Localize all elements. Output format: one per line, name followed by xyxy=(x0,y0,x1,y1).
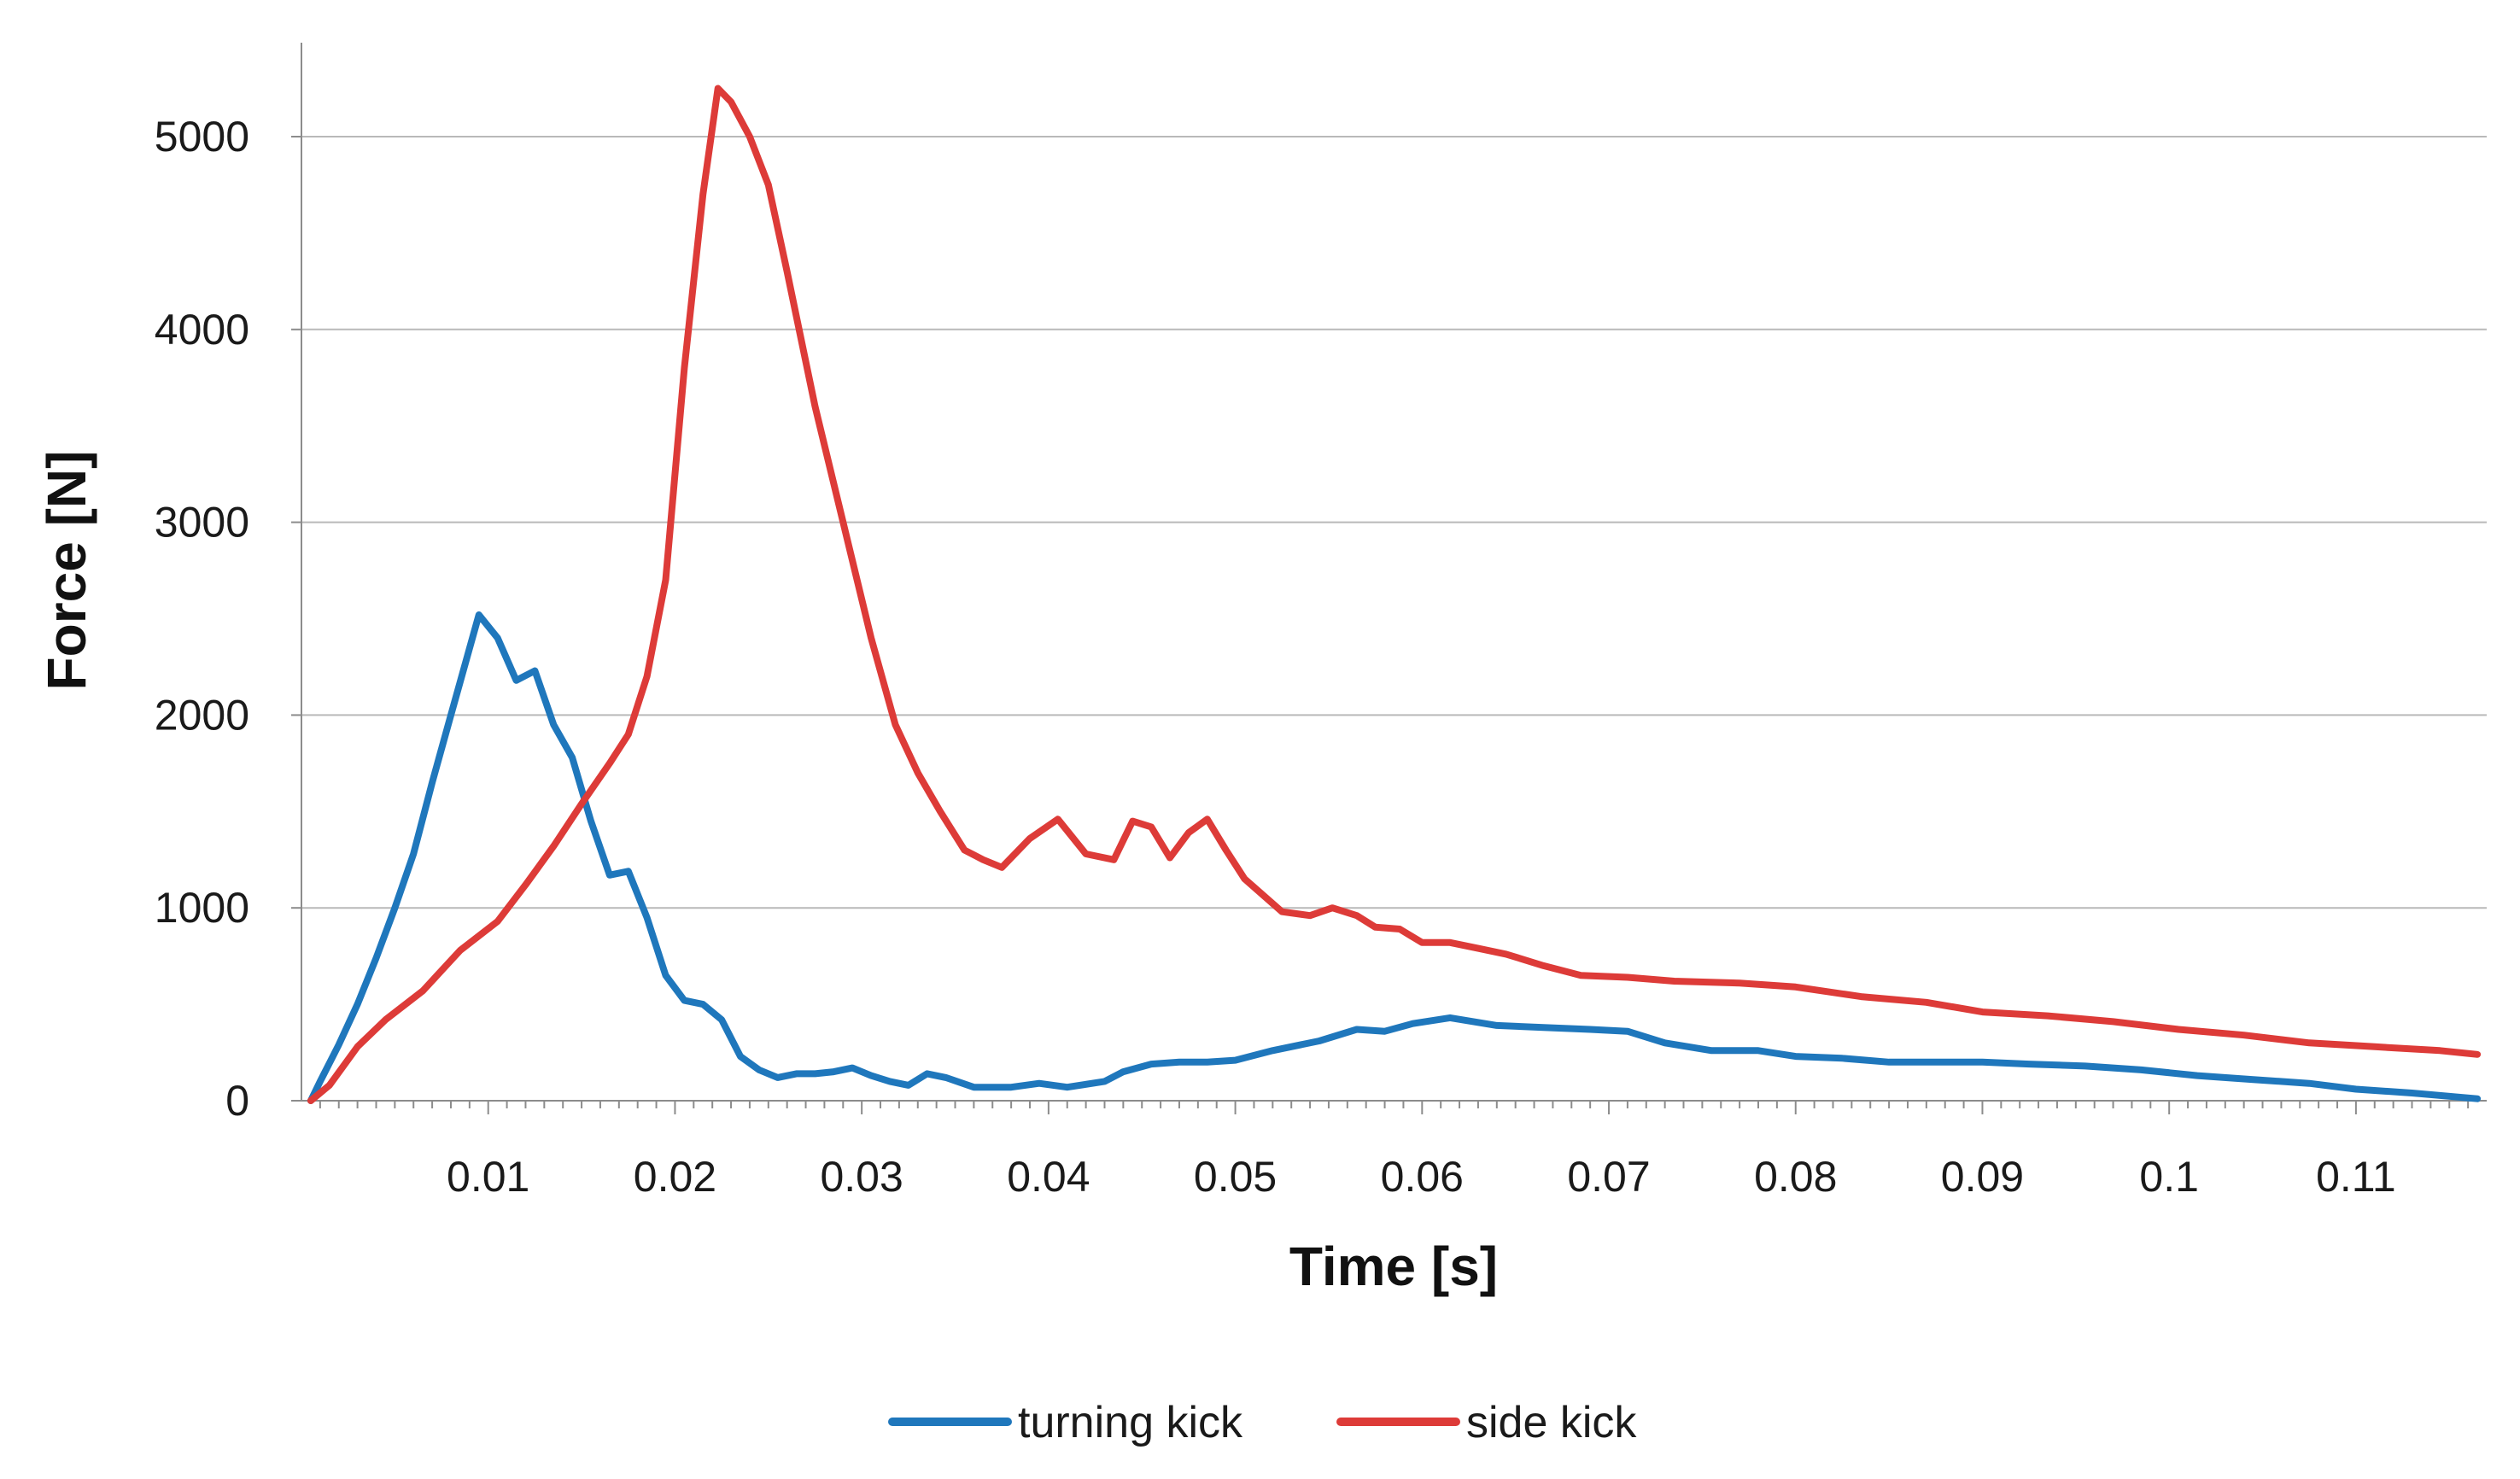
y-tick-label-4000: 4000 xyxy=(155,306,249,354)
legend-label-side-kick: side kick xyxy=(1466,1398,1637,1447)
x-tick-label-0.09: 0.09 xyxy=(1941,1153,2024,1201)
x-tick-label-0.04: 0.04 xyxy=(1007,1153,1090,1201)
series-line-side-kick xyxy=(307,85,2482,1104)
x-tick-label-0.01: 0.01 xyxy=(447,1153,529,1201)
legend-label-turning-kick: turning kick xyxy=(1018,1398,1243,1447)
x-tick-label-0.03: 0.03 xyxy=(820,1153,903,1201)
x-tick-label-0.06: 0.06 xyxy=(1381,1153,1464,1201)
x-tick-label-0.11: 0.11 xyxy=(2316,1153,2396,1201)
grid-lines xyxy=(301,136,2487,909)
y-axis: 0 1000 2000 3000 4000 5000 xyxy=(155,43,302,1125)
y-tick-label-2000: 2000 xyxy=(155,691,249,739)
x-axis: 0.01 0.02 0.03 0.04 0.05 0.06 0.07 0.08 0.09 0.1 0… xyxy=(301,1100,2487,1201)
y-axis-title: Force [N] xyxy=(36,451,97,691)
series-lines xyxy=(307,85,2482,1104)
x-tick-label-0.05: 0.05 xyxy=(1194,1153,1277,1201)
x-tick-label-0.02: 0.02 xyxy=(634,1153,716,1201)
x-axis-title: Time [s] xyxy=(1289,1236,1498,1297)
y-tick-label-0: 0 xyxy=(225,1077,249,1125)
y-tick-label-5000: 5000 xyxy=(155,113,249,161)
x-tick-label-0.07: 0.07 xyxy=(1567,1153,1650,1201)
x-tick-label-0.1: 0.1 xyxy=(2139,1153,2199,1201)
y-tick-label-3000: 3000 xyxy=(155,499,249,547)
legend: turning kick side kick xyxy=(888,1398,1637,1447)
x-tick-label-0.08: 0.08 xyxy=(1754,1153,1837,1201)
series-line-turning-kick xyxy=(307,611,2482,1104)
y-tick-label-1000: 1000 xyxy=(155,884,249,932)
